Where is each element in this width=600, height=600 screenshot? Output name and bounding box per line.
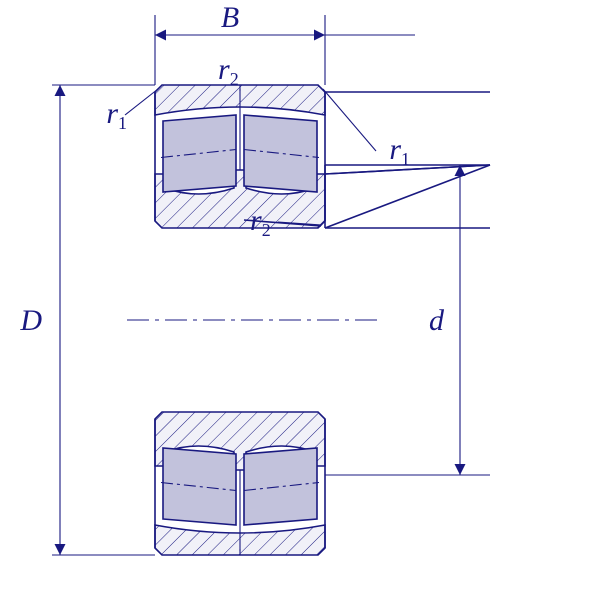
label-B: B	[221, 1, 239, 34]
label-d: d	[429, 304, 445, 337]
bearing-cross-section: BDdr1r1r2r2	[0, 0, 600, 600]
label-D: D	[19, 304, 42, 337]
label-r1-left: r1	[106, 97, 127, 133]
label-r2-top: r2	[218, 53, 239, 89]
label-r1-right: r1	[389, 133, 410, 169]
